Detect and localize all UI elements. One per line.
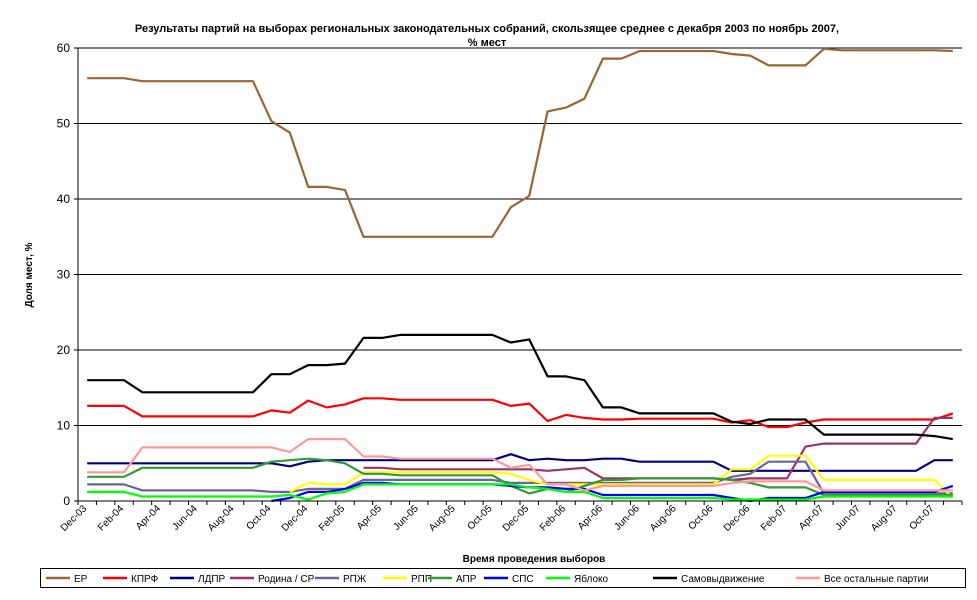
y-tick-label: 50 <box>57 117 71 131</box>
chart-title: Результаты партий на выборах региональны… <box>135 23 839 35</box>
x-tick-label: Feb-05 <box>317 503 347 533</box>
chart-subtitle: % мест <box>468 37 507 49</box>
series-line-лдпр <box>87 453 953 472</box>
legend-label: РПЖ <box>343 574 367 585</box>
x-tick-label: Apr-05 <box>355 503 384 532</box>
x-tick-label: Jun-05 <box>391 503 421 533</box>
x-tick-label: Dec-04 <box>280 503 311 534</box>
y-axis-ticks: 0 10 20 30 40 50 60 <box>57 41 78 508</box>
series-line-все-остальные-партии <box>87 438 953 492</box>
x-tick-label: Apr-04 <box>134 503 163 532</box>
x-tick-label: Apr-07 <box>797 503 826 532</box>
x-tick-label: Oct-07 <box>907 503 936 532</box>
legend-label: ЕР <box>74 574 88 585</box>
series-line-спс <box>271 481 954 503</box>
x-tick-label: Jun-06 <box>612 503 642 533</box>
x-tick-label: Jun-04 <box>170 503 200 533</box>
x-tick-label: Apr-06 <box>576 503 605 532</box>
series-line-яблоко <box>87 483 953 501</box>
series-line-ер <box>87 47 953 238</box>
x-tick-label: Jun-07 <box>833 503 863 533</box>
legend-label: ЛДПР <box>198 574 226 585</box>
x-tick-label: Feb-04 <box>96 503 126 533</box>
legend-label: СПС <box>512 574 534 585</box>
x-tick-label: Aug-05 <box>427 503 458 534</box>
legend-label: АПР <box>456 574 477 585</box>
y-tick-label: 40 <box>57 192 71 206</box>
x-tick-label: Feb-07 <box>759 503 789 533</box>
legend-label: Родина / СР <box>258 574 315 585</box>
series-line-рпж <box>87 460 953 495</box>
x-tick-label: Feb-06 <box>538 503 568 533</box>
x-axis-ticks: Dec-03 Feb-04 Apr-04 Jun-04 Aug-04 Oct-04 Dec-… <box>59 501 963 534</box>
legend-label: Самовыдвижение <box>681 574 765 585</box>
series-line-самовыдвижение <box>87 333 953 441</box>
x-tick-label: Oct-04 <box>244 503 273 532</box>
y-tick-label: 30 <box>57 268 71 282</box>
x-tick-label: Oct-06 <box>686 503 715 532</box>
y-axis-label: Доля мест, % <box>24 242 35 307</box>
x-tick-label: Oct-05 <box>465 503 494 532</box>
x-tick-label: Aug-07 <box>869 503 900 534</box>
series-line-рпп <box>289 454 954 499</box>
y-tick-label: 10 <box>57 419 71 433</box>
y-tick-label: 60 <box>57 41 71 55</box>
y-tick-label: 0 <box>63 494 70 508</box>
axes <box>77 48 962 502</box>
legend-label: КПРФ <box>131 574 159 585</box>
series-line-апр <box>87 457 953 497</box>
legend: ЕР КПРФ ЛДПР Родина / СР РПЖ РПП АПР СПС Яблоко С… <box>40 568 966 588</box>
legend-label: Все остальные партии <box>824 574 929 585</box>
y-tick-label: 20 <box>57 343 71 357</box>
x-tick-label: Dec-05 <box>501 503 532 534</box>
x-tick-label: Dec-06 <box>722 503 753 534</box>
x-tick-label: Aug-06 <box>648 503 679 534</box>
series-line-кпрф <box>87 397 954 429</box>
legend-label: Яблоко <box>574 573 608 585</box>
legend-label: РПП <box>411 574 432 585</box>
x-axis-label: Время проведения выборов <box>463 553 606 565</box>
gridlines <box>78 47 962 426</box>
x-tick-label: Aug-04 <box>206 503 237 534</box>
series-lines <box>87 47 954 503</box>
